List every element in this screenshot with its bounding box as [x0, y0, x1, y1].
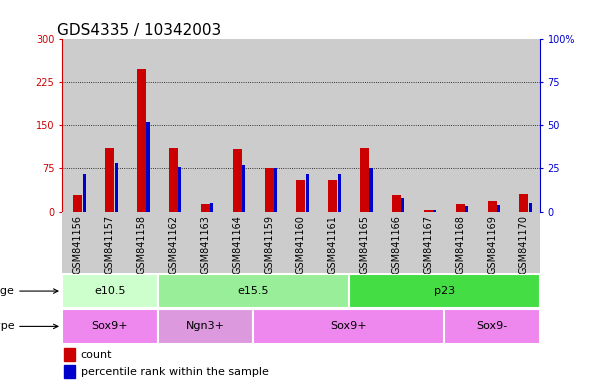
Bar: [360, 148, 369, 212]
Bar: [285, 212, 317, 273]
Text: GDS4335 / 10342003: GDS4335 / 10342003: [57, 23, 221, 38]
Text: Sox9+: Sox9+: [91, 321, 128, 331]
Bar: [476, 212, 508, 273]
Bar: [401, 198, 404, 212]
Bar: [349, 39, 381, 212]
Bar: [465, 207, 468, 212]
Bar: [158, 212, 189, 273]
Text: GSM841156: GSM841156: [73, 215, 83, 274]
Bar: [126, 212, 158, 273]
Bar: [253, 212, 285, 273]
Text: GSM841158: GSM841158: [137, 215, 146, 274]
Bar: [381, 212, 412, 273]
Bar: [381, 39, 412, 212]
Bar: [274, 168, 277, 212]
FancyBboxPatch shape: [444, 309, 540, 344]
Text: GSM841163: GSM841163: [201, 215, 210, 273]
Bar: [158, 39, 189, 212]
Bar: [285, 39, 317, 212]
Bar: [369, 168, 373, 212]
FancyBboxPatch shape: [62, 274, 158, 308]
Bar: [424, 210, 433, 212]
Text: GSM841170: GSM841170: [519, 215, 529, 274]
Text: GSM841157: GSM841157: [105, 215, 114, 274]
Text: GSM841166: GSM841166: [392, 215, 401, 273]
Bar: [317, 212, 349, 273]
Bar: [328, 180, 337, 212]
Bar: [337, 174, 340, 212]
Bar: [64, 348, 75, 361]
Text: count: count: [81, 349, 112, 359]
Bar: [349, 212, 381, 273]
Text: p23: p23: [434, 286, 455, 296]
Bar: [519, 194, 529, 212]
Text: cell type: cell type: [0, 321, 58, 331]
Bar: [114, 163, 118, 212]
Bar: [178, 167, 182, 212]
Bar: [497, 205, 500, 212]
Text: percentile rank within the sample: percentile rank within the sample: [81, 367, 268, 377]
Bar: [201, 204, 210, 212]
Text: age: age: [0, 286, 58, 296]
Bar: [146, 122, 150, 212]
Bar: [62, 212, 94, 273]
Text: GSM841167: GSM841167: [424, 215, 433, 274]
Bar: [169, 148, 178, 212]
Bar: [221, 39, 253, 212]
Bar: [210, 203, 214, 212]
Bar: [455, 204, 465, 212]
Bar: [508, 212, 540, 273]
Bar: [264, 168, 274, 212]
Bar: [508, 39, 540, 212]
Bar: [242, 165, 245, 212]
FancyBboxPatch shape: [62, 309, 158, 344]
Text: GSM841159: GSM841159: [264, 215, 274, 274]
Bar: [94, 39, 126, 212]
Bar: [232, 149, 242, 212]
Bar: [94, 212, 126, 273]
Bar: [306, 174, 309, 212]
Text: GSM841162: GSM841162: [169, 215, 178, 274]
Text: GSM841161: GSM841161: [328, 215, 337, 273]
Bar: [444, 39, 476, 212]
Text: GSM841165: GSM841165: [360, 215, 369, 274]
Bar: [105, 148, 114, 212]
Bar: [189, 39, 221, 212]
FancyBboxPatch shape: [349, 274, 540, 308]
Bar: [487, 201, 497, 212]
Bar: [73, 195, 83, 212]
Text: GSM841164: GSM841164: [232, 215, 242, 273]
Bar: [189, 212, 221, 273]
Bar: [317, 39, 349, 212]
Text: Ngn3+: Ngn3+: [186, 321, 225, 331]
Text: e15.5: e15.5: [237, 286, 269, 296]
Text: e10.5: e10.5: [94, 286, 126, 296]
Text: Sox9-: Sox9-: [477, 321, 507, 331]
Bar: [433, 210, 436, 212]
Text: Sox9+: Sox9+: [330, 321, 367, 331]
Bar: [529, 203, 532, 212]
Bar: [221, 212, 253, 273]
Bar: [64, 365, 75, 379]
Bar: [412, 212, 444, 273]
Text: GSM841160: GSM841160: [296, 215, 306, 273]
Bar: [412, 39, 444, 212]
Bar: [253, 39, 285, 212]
FancyBboxPatch shape: [253, 309, 444, 344]
Bar: [126, 39, 158, 212]
FancyBboxPatch shape: [158, 274, 349, 308]
Text: GSM841169: GSM841169: [487, 215, 497, 273]
Text: GSM841168: GSM841168: [455, 215, 465, 273]
Bar: [83, 174, 86, 212]
Bar: [444, 212, 476, 273]
FancyBboxPatch shape: [158, 309, 253, 344]
Bar: [476, 39, 508, 212]
Bar: [392, 195, 401, 212]
Bar: [62, 39, 94, 212]
Bar: [296, 180, 306, 212]
Bar: [137, 69, 146, 212]
